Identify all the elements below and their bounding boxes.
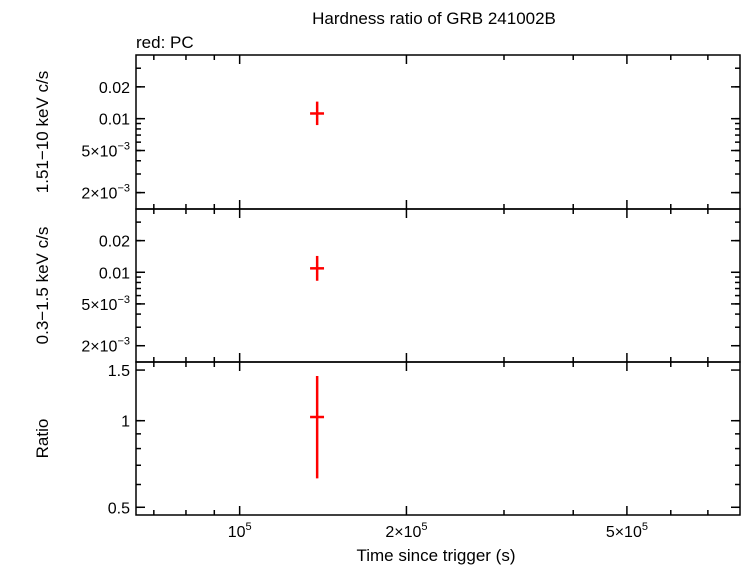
x-axis-label: Time since trigger (s)	[356, 546, 515, 565]
y-tick-label-mantissa: 5×10	[81, 297, 117, 314]
y-axis-label: 0.3−1.5 keV c/s	[33, 227, 52, 345]
y-axis-label: Ratio	[33, 419, 52, 459]
y-tick-label: 2×10−3	[81, 336, 130, 356]
y-tick-label: 5×10−3	[81, 294, 130, 314]
y-tick-label-mantissa: 5×10	[81, 144, 117, 161]
y-tick-label-exponent: −3	[117, 336, 130, 348]
panel-frame	[135, 361, 741, 516]
panel-2: 0.020.015×10−32×10−30.3−1.5 keV c/s	[33, 208, 741, 363]
panel-3: 1.5 1 0.5 Ratio	[33, 361, 741, 517]
y-tick-label-mantissa: 2×10	[81, 186, 117, 203]
y-tick-label: 0.01	[99, 265, 130, 282]
y-tick-label: 0.01	[99, 112, 130, 129]
x-tick-label-exponent: 5	[245, 521, 251, 533]
y-axis-label: 1.51−10 keV c/s	[33, 71, 52, 193]
x-tick-label-exponent: 5	[642, 521, 648, 533]
chart-subtitle: red: PC	[136, 33, 194, 52]
x-tick-label-mantissa: 10	[228, 524, 246, 541]
y-tick-label: 0.02	[99, 80, 130, 97]
x-tick-label: 5×105	[606, 521, 648, 541]
y-tick-label: 5×10−3	[81, 141, 130, 161]
panel-frame	[135, 54, 741, 210]
panels: 0.020.015×10−32×10−31.51−10 keV c/s0.020…	[33, 54, 741, 541]
y-tick-label: 0.5	[108, 500, 130, 517]
y-tick-label: 1.5	[108, 363, 130, 380]
x-tick-label-mantissa: 5×10	[606, 524, 642, 541]
y-tick-label: 1	[121, 414, 130, 431]
chart-title: Hardness ratio of GRB 241002B	[312, 9, 556, 28]
y-tick-label-exponent: −3	[117, 141, 130, 153]
x-tick-label-exponent: 5	[421, 521, 427, 533]
panel-1: 0.020.015×10−32×10−31.51−10 keV c/s	[33, 54, 741, 210]
x-tick-labels: 105 2×105 5×105	[228, 521, 648, 541]
y-tick-label-mantissa: 2×10	[81, 339, 117, 356]
x-tick-label: 105	[228, 521, 252, 541]
x-tick-label-mantissa: 2×10	[385, 524, 421, 541]
y-tick-label-exponent: −3	[117, 183, 130, 195]
y-tick-label-exponent: −3	[117, 294, 130, 306]
x-tick-label: 2×105	[385, 521, 427, 541]
panel-frame	[135, 208, 741, 363]
y-tick-label: 2×10−3	[81, 183, 130, 203]
y-tick-label: 0.02	[99, 234, 130, 251]
